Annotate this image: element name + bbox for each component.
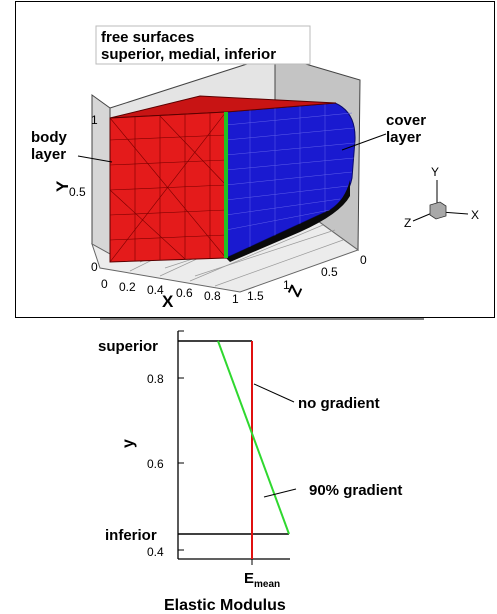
x-tick-0-8: 0.8 [204, 289, 221, 303]
triad-cube-icon [429, 201, 447, 220]
x-axis-label: X [162, 292, 174, 311]
interface-line [224, 112, 228, 258]
x-tick-0-4: 0.4 [147, 283, 164, 297]
cover-layer-mesh [225, 102, 356, 262]
x-tick-0-6: 0.6 [176, 286, 193, 300]
y-tick-0: 0 [91, 260, 98, 274]
body-label-line2: layer [31, 146, 66, 163]
cover-label-line2: layer [386, 129, 421, 146]
orientation-triad: Y X Z [404, 165, 479, 230]
cover-label-leader [341, 133, 387, 151]
y-axis-label-bottom: y [120, 439, 137, 448]
cover-label-line1: cover [386, 112, 426, 129]
triad-x-label: X [471, 208, 479, 222]
gradient-leader [263, 488, 297, 498]
y-tick-1: 1 [91, 113, 98, 127]
z-axis-ticks: 0 0.5 1 1.5 [247, 253, 367, 303]
free-surfaces-title: free surfaces [101, 29, 194, 46]
free-surfaces-subtitle: superior, medial, inferior [101, 46, 276, 63]
gradient-chart: no gradient 90% gradient superior 0.8 0.… [98, 330, 402, 614]
x-tick-1: 1 [232, 292, 239, 306]
z-tick-1-5: 1.5 [247, 289, 264, 303]
gradient-annotation: 90% gradient [309, 482, 402, 499]
z-tick-0-5: 0.5 [321, 265, 338, 279]
body-label-leader [77, 155, 113, 163]
z-tick-1: 1 [283, 278, 290, 292]
body-layer-mesh [109, 111, 227, 263]
y-tick-0-8: 0.8 [147, 372, 164, 386]
x-tick-emean-sub: mean [254, 579, 280, 590]
z-tick-0: 0 [360, 253, 367, 267]
x-axis-label-bottom: Elastic Modulus [164, 597, 286, 614]
x-tick-emean-main: E [244, 570, 254, 587]
y-tick-inferior: inferior [105, 527, 157, 544]
bottom-surface [226, 180, 350, 262]
gradient-line [217, 340, 290, 535]
no-gradient-leader [253, 383, 295, 403]
y-tick-0-4: 0.4 [147, 545, 164, 559]
y-tick-0-5: 0.5 [69, 185, 86, 199]
triad-z-label: Z [404, 216, 411, 230]
body-label-box [28, 126, 78, 164]
x-tick-0-2: 0.2 [119, 280, 136, 294]
x-axis-ticks: 0 0.2 0.4 0.6 0.8 1 [101, 277, 239, 306]
title-box [95, 25, 311, 65]
y-tick-0-6: 0.6 [147, 457, 164, 471]
no-gradient-annotation: no gradient [298, 395, 380, 412]
y-axis-label: Y [53, 180, 72, 192]
x-tick-emean: Emean [244, 570, 280, 590]
x-tick-0: 0 [101, 277, 108, 291]
y-tick-superior: superior [98, 338, 158, 355]
body-label-line1: body [31, 129, 67, 146]
triad-y-label: Y [431, 165, 439, 179]
